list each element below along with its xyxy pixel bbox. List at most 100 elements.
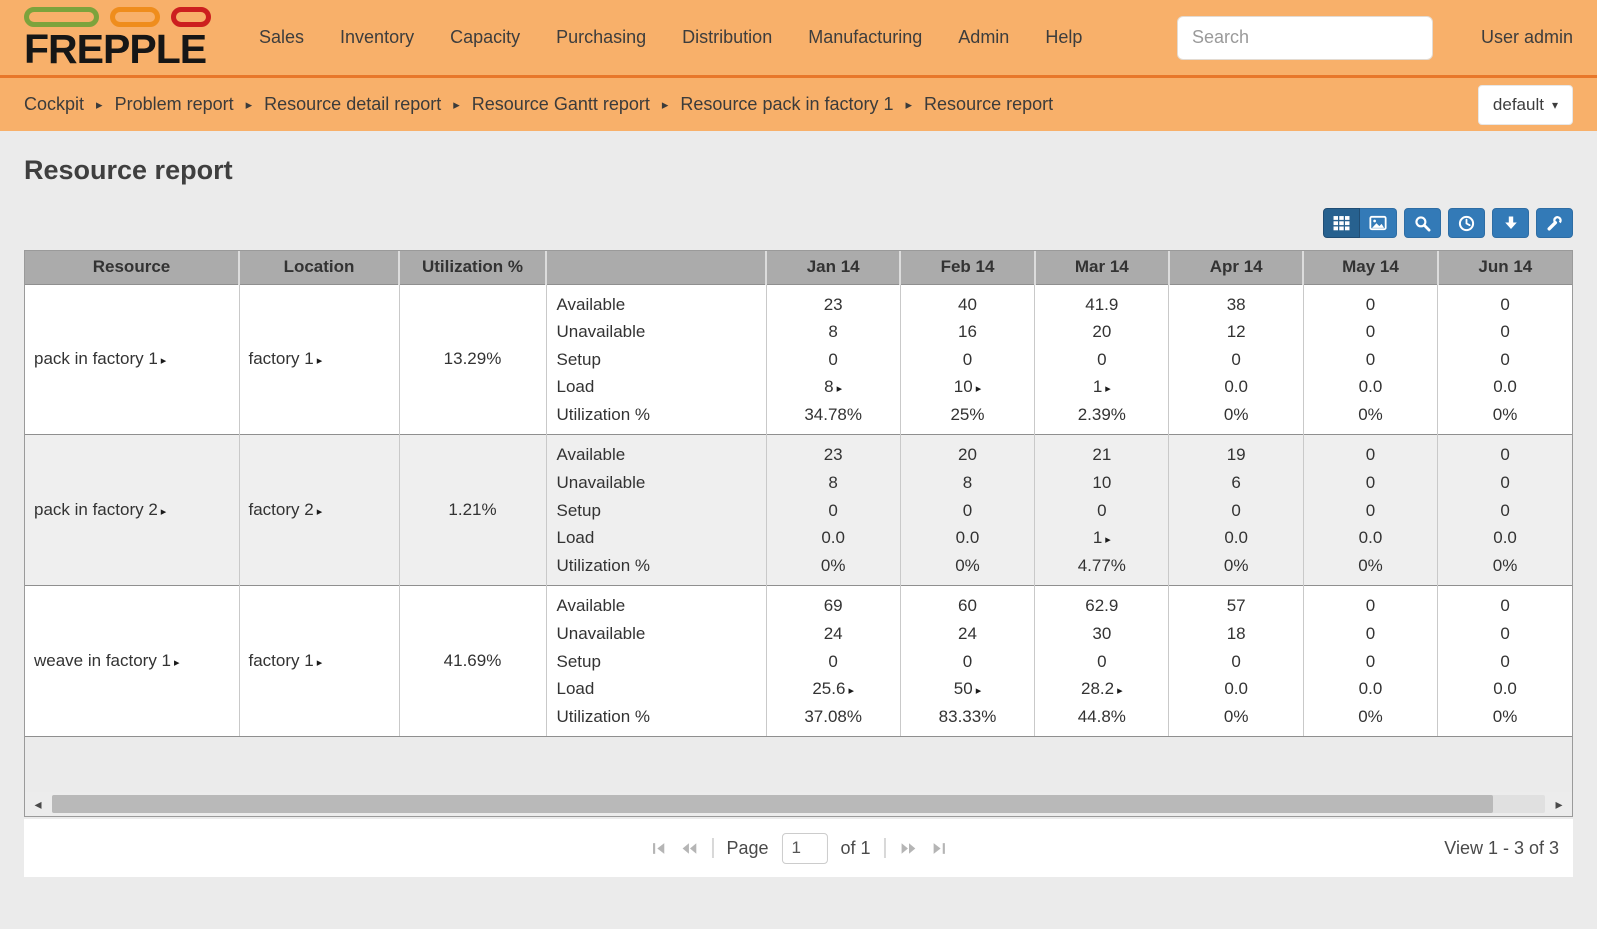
value-text: 0% <box>1492 555 1518 575</box>
drilldown-icon[interactable]: ▸ <box>975 685 982 698</box>
metric-value: 0 <box>1438 620 1572 648</box>
metric-label: Utilization % <box>556 555 651 575</box>
metric-value: 1 ▸ <box>1035 373 1168 401</box>
scrollbar-thumb[interactable] <box>52 795 1493 814</box>
scroll-left-icon[interactable]: ◂ <box>34 796 42 813</box>
column-header-feb-14[interactable]: Feb 14 <box>899 251 1035 284</box>
drilldown-icon[interactable]: ▸ <box>174 657 180 670</box>
next-page-button[interactable] <box>899 841 918 856</box>
column-header-apr-14[interactable]: Apr 14 <box>1167 251 1304 284</box>
metric-value: 0 <box>1304 441 1437 469</box>
metric-value: 0.0 <box>1169 524 1302 552</box>
drilldown-icon[interactable]: ▸ <box>836 383 843 396</box>
view-selector-button[interactable]: default ▾ <box>1477 84 1573 125</box>
logo-pill <box>110 6 160 27</box>
customize-button[interactable] <box>1536 208 1573 238</box>
column-header-utilization[interactable]: Utilization % <box>398 251 546 284</box>
menu-item-manufacturing[interactable]: Manufacturing <box>808 27 923 47</box>
value-text: 8 <box>828 473 838 493</box>
drilldown-icon[interactable]: ▸ <box>316 506 323 519</box>
column-header-mar-14[interactable]: Mar 14 <box>1033 251 1169 284</box>
drilldown-icon[interactable]: ▸ <box>1105 534 1111 547</box>
menu-item-inventory[interactable]: Inventory <box>340 27 415 47</box>
drilldown-icon[interactable]: ▸ <box>1105 383 1111 396</box>
scroll-right-icon[interactable]: ▸ <box>1555 796 1563 813</box>
graph-view-button[interactable] <box>1360 208 1397 238</box>
value-text: 24 <box>823 624 843 644</box>
column-header-jan-14[interactable]: Jan 14 <box>764 251 901 284</box>
value-text: 0% <box>1358 555 1383 575</box>
download-button[interactable] <box>1492 208 1529 238</box>
metric-value: 8 <box>767 469 900 497</box>
value-text: 16 <box>958 322 977 342</box>
column-header-metrics[interactable] <box>545 251 766 284</box>
page-number-input[interactable] <box>781 832 828 864</box>
drilldown-icon[interactable]: ▸ <box>316 355 323 368</box>
drilldown-icon[interactable]: ▸ <box>848 685 854 698</box>
menu-item-distribution[interactable]: Distribution <box>682 27 773 47</box>
metric-value: 23 <box>767 291 900 319</box>
metric-value: 0.0 <box>1169 373 1302 401</box>
value-text: 34.78% <box>804 404 862 424</box>
value-text: 8 <box>962 473 973 493</box>
menu-item-help[interactable]: Help <box>1045 27 1083 47</box>
metric-label: Setup <box>556 651 601 671</box>
search-icon <box>1414 215 1431 232</box>
column-header-location[interactable]: Location <box>238 251 399 284</box>
drilldown-icon[interactable]: ▸ <box>975 383 982 396</box>
value-text: 23 <box>823 294 843 314</box>
metric-label: Utilization % <box>556 404 651 424</box>
metric-label: Load <box>556 679 595 699</box>
drilldown-icon[interactable]: ▸ <box>160 506 167 519</box>
column-header-may-14[interactable]: May 14 <box>1302 251 1438 284</box>
metric-value: 24 <box>767 620 900 648</box>
breadcrumb-item[interactable]: Resource Gantt report <box>471 94 650 114</box>
menu-item-sales[interactable]: Sales <box>259 27 305 47</box>
table-view-button[interactable] <box>1323 208 1360 238</box>
time-buckets-button[interactable] <box>1448 208 1485 238</box>
drilldown-icon[interactable]: ▸ <box>1117 685 1123 698</box>
prev-page-button[interactable] <box>679 841 698 856</box>
location-cell: factory 1 ▸ <box>238 283 399 435</box>
metric-value: 40 <box>901 291 1034 319</box>
menu-item-purchasing[interactable]: Purchasing <box>556 27 647 47</box>
metric-value: 0% <box>1438 401 1572 429</box>
scrollbar-track[interactable] <box>52 795 1545 814</box>
value-text: 8 <box>824 377 834 397</box>
value-text: 6 <box>1231 473 1241 493</box>
metric-value: 69 <box>767 592 900 620</box>
value-text: 0.0 <box>1358 528 1383 548</box>
drilldown-icon[interactable]: ▸ <box>160 355 167 368</box>
search-button[interactable] <box>1404 208 1441 238</box>
frepple-logo[interactable]: FREPPLE <box>24 6 211 70</box>
metric-value: 0 <box>1438 648 1572 676</box>
breadcrumb-item[interactable]: Cockpit <box>24 94 85 114</box>
value-text: 0.0 <box>1358 679 1383 699</box>
breadcrumb-item[interactable]: Problem report <box>114 94 234 114</box>
value-text: 25% <box>950 404 985 424</box>
breadcrumb-separator-icon: ▸ <box>661 96 669 112</box>
metric-value: 16 <box>901 318 1034 346</box>
menu-item-capacity[interactable]: Capacity <box>450 27 521 47</box>
metric-value: 25% <box>901 401 1034 429</box>
column-header-resource[interactable]: Resource <box>25 251 239 284</box>
metric-value: 0 <box>1438 469 1572 497</box>
column-header-jun-14[interactable]: Jun 14 <box>1436 251 1572 284</box>
last-page-button[interactable] <box>931 841 946 856</box>
metric-value: 2.39% <box>1035 401 1168 429</box>
value-text: 10 <box>1092 473 1112 493</box>
metric-label: Setup <box>556 500 601 520</box>
breadcrumb-item[interactable]: Resource detail report <box>264 94 442 114</box>
breadcrumb-item[interactable]: Resource pack in factory 1 <box>680 94 894 114</box>
menu-item-admin[interactable]: Admin <box>958 27 1010 47</box>
drilldown-icon[interactable]: ▸ <box>316 657 323 670</box>
first-page-button[interactable] <box>651 841 666 856</box>
pager-controls: Page of 1 <box>651 832 946 864</box>
page-label: Page <box>726 837 769 858</box>
search-input[interactable] <box>1176 15 1433 60</box>
breadcrumb-item[interactable]: Resource report <box>924 94 1054 114</box>
metric-value: 0% <box>767 552 900 580</box>
user-menu[interactable]: User admin <box>1480 27 1573 47</box>
view-selector-label: default <box>1492 94 1544 114</box>
value-text: 0 <box>962 651 973 671</box>
